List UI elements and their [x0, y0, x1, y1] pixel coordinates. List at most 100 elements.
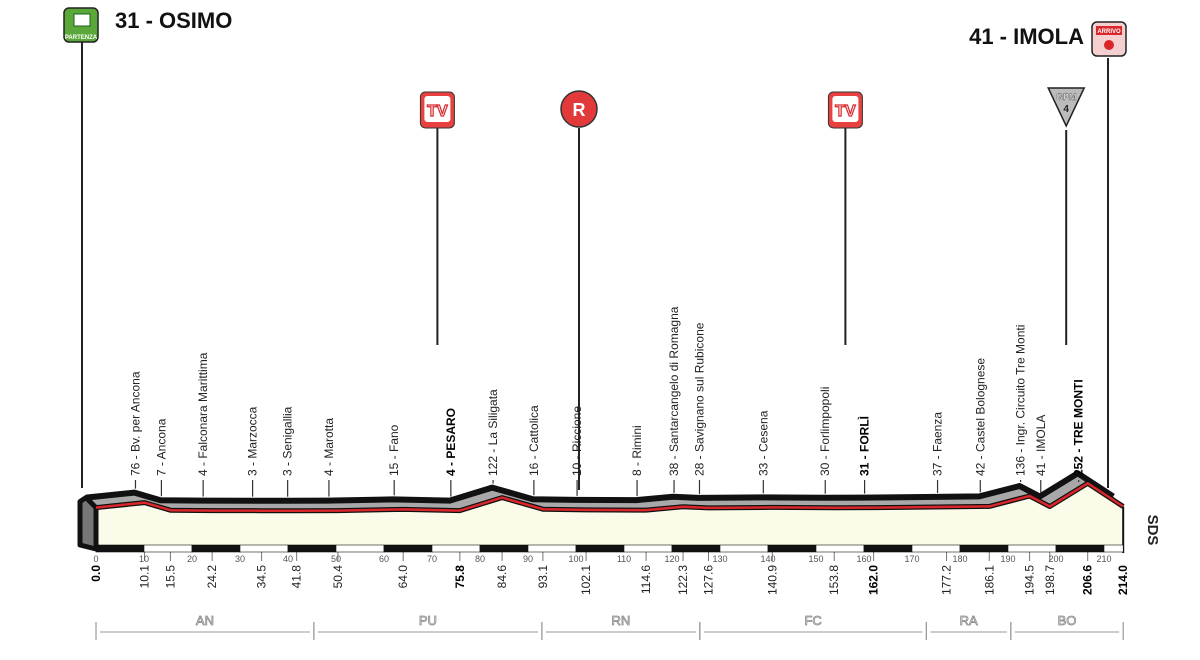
km-distance-label: 162.0 [867, 565, 881, 595]
place-label: 7 - Ancona [154, 418, 168, 476]
km-tick-label: 60 [379, 554, 389, 564]
km-scale-segment [287, 544, 337, 553]
km-tick-label: 10 [139, 554, 149, 564]
km-scale-segment [911, 544, 961, 553]
km-distance-label: 206.6 [1081, 565, 1095, 595]
credit-logo: SDS [1144, 515, 1161, 546]
km-distance-label: 140.9 [765, 565, 779, 595]
gpm-triangle-icon [1047, 87, 1086, 128]
km-tick-label: 120 [664, 554, 679, 564]
km-distance-label: 194.5 [1023, 565, 1037, 595]
km-tick-label: 150 [808, 554, 823, 564]
km-distance-label: 127.6 [701, 565, 715, 595]
km-scale-segment [815, 544, 865, 553]
place-label: 8 - Rimini [630, 425, 644, 476]
place-label: 15 - Fano [387, 424, 401, 476]
km-scale-segment [383, 544, 433, 553]
place-label: 252 - TRE MONTI [1072, 379, 1086, 476]
km-distance-label: 0.0 [89, 565, 103, 582]
place-label: 41 - IMOLA [1034, 415, 1048, 476]
km-tick-label: 40 [283, 554, 293, 564]
province-label: FC [804, 613, 821, 628]
km-tick-label: 210 [1096, 554, 1111, 564]
km-scale-segment [575, 544, 625, 553]
km-scale-segment [671, 544, 721, 553]
km-scale-segment [623, 544, 673, 553]
partenza-flag-icon: PARTENZA [63, 7, 99, 43]
km-distance-label: 198.7 [1043, 565, 1057, 595]
place-label: 3 - Senigallia [281, 406, 295, 476]
km-tick-label: 90 [523, 554, 533, 564]
place-label: 4 - Marotta [322, 418, 336, 476]
km-tick-label: 100 [568, 554, 583, 564]
place-label: 10 - Riccione [570, 406, 584, 476]
km-scale-segment [95, 544, 145, 553]
province-label: BO [1058, 613, 1077, 628]
gpm-category: 4 [1063, 104, 1069, 115]
place-label: 38 - Santarcangelo di Romagna [667, 306, 681, 476]
km-scale-segment [479, 544, 529, 553]
km-scale-segment [863, 544, 913, 553]
place-label: 33 - Cesena [756, 410, 770, 476]
km-tick-label: 190 [1000, 554, 1015, 564]
gpm-label: GPM [1056, 92, 1077, 102]
km-tick-label: 80 [475, 554, 485, 564]
km-distance-label: 114.6 [639, 565, 653, 594]
place-label: 30 - Forlimpopoli [818, 387, 832, 476]
km-scale-segment [143, 544, 193, 553]
km-tick-label: 20 [187, 554, 197, 564]
km-distance-label: 153.8 [827, 565, 841, 595]
checkered-flag-icon [73, 13, 91, 27]
arrivo-icon-text: ARRIVO [1097, 29, 1121, 35]
partenza-icon-text: PARTENZA [65, 35, 98, 41]
km-distance-label: 122.3 [676, 565, 690, 595]
province-label: RA [960, 613, 978, 628]
arrivo-finish-icon: ARRIVO [1091, 21, 1127, 57]
profile-front-line [95, 482, 1124, 512]
profile-ground [96, 483, 1124, 545]
km-scale-segment [1055, 544, 1105, 553]
km-scale-segment [1103, 544, 1124, 553]
km-tick-label: 70 [427, 554, 437, 564]
tv-icon-inner [424, 96, 451, 122]
km-distance-label: 34.5 [255, 565, 269, 589]
start-title: 31 - OSIMO [115, 8, 232, 33]
km-tick-label: 180 [952, 554, 967, 564]
place-label: 76 - Bv. per Ancona [128, 371, 142, 476]
province-label: RN [611, 613, 630, 628]
km-scale-segment [1007, 544, 1057, 553]
place-label: 28 - Savignano sul Rubicone [692, 322, 706, 476]
km-distance-label: 41.8 [290, 565, 304, 589]
km-tick-label: 0 [93, 554, 98, 564]
place-label: 31 - FORLÌ [857, 416, 872, 476]
km-distance-label: 24.2 [205, 565, 219, 589]
arrivo-rider-icon [1104, 40, 1114, 50]
province-label: PU [419, 613, 437, 628]
km-distance-label: 50.4 [331, 565, 345, 589]
profile-top-line [85, 470, 1115, 504]
km-distance-label: 64.0 [396, 565, 410, 589]
km-scale-segment [959, 544, 1009, 553]
intermediate-sprint-label: R [573, 100, 586, 120]
intermediate-sprint-icon [560, 90, 598, 128]
place-label: 37 - Faenza [931, 412, 945, 476]
km-scale-segment [239, 544, 289, 553]
place-label: 136 - Ingr. Circuito Tre Monti [1014, 325, 1028, 476]
km-tick-label: 110 [617, 554, 631, 564]
km-tick-label: 50 [331, 554, 341, 564]
km-distance-label: 214.0 [1116, 565, 1130, 595]
km-distance-label: 177.2 [940, 565, 954, 595]
place-label: 122 - La Siligata [486, 389, 500, 476]
km-distance-label: 93.1 [536, 565, 550, 589]
km-scale-segment [767, 544, 817, 553]
km-tick-label: 130 [712, 554, 727, 564]
km-tick-label: 170 [904, 554, 919, 564]
km-scale-segment [431, 544, 481, 553]
place-label: 4 - PESARO [444, 408, 458, 476]
km-distance-label: 10.1 [137, 565, 151, 589]
km-distance-label: 102.1 [579, 565, 593, 595]
tv-icon-inner [832, 96, 859, 122]
km-scale-segment [527, 544, 577, 553]
tv-label: TV [835, 103, 856, 120]
